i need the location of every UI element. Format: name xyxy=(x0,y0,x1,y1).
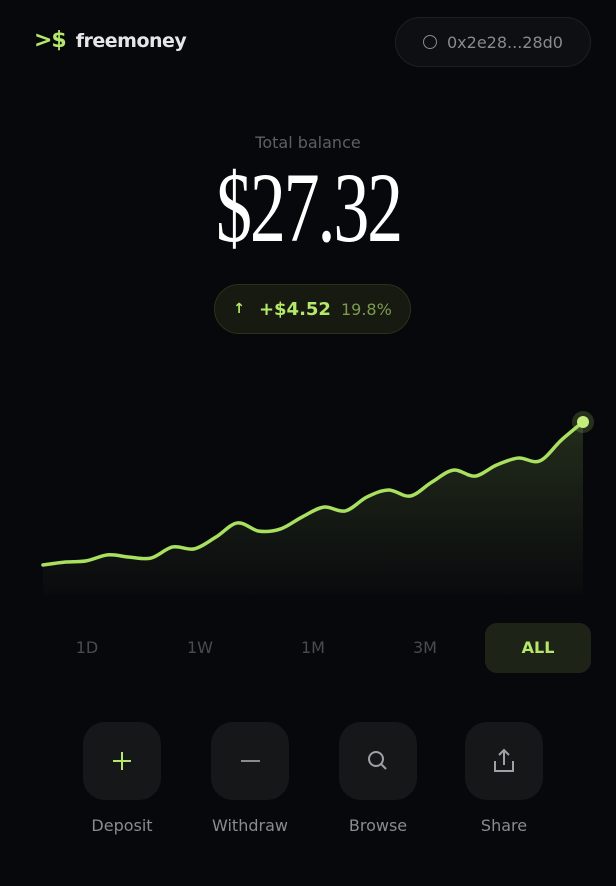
deposit-action: Deposit xyxy=(83,722,161,835)
browse-action: Browse xyxy=(339,722,417,835)
chart-endpoint[interactable] xyxy=(577,416,589,428)
app-name: freemoney xyxy=(75,29,187,52)
balance-label: Total balance xyxy=(255,133,361,152)
change-percent: 19.8% xyxy=(340,299,392,319)
tab-1d[interactable]: 1D xyxy=(75,638,99,657)
deposit-button[interactable] xyxy=(83,722,161,800)
change-amount: +$4.52 xyxy=(258,298,331,320)
logo[interactable]: >$ freemoney xyxy=(34,28,187,53)
balance-chart xyxy=(41,411,594,595)
chart-area xyxy=(43,422,583,595)
share-icon xyxy=(494,748,514,772)
browse-label: Browse xyxy=(348,816,408,835)
deposit-label: Deposit xyxy=(91,816,153,835)
plus-icon xyxy=(113,752,131,770)
search-icon xyxy=(368,751,387,770)
tab-1m[interactable]: 1M xyxy=(301,638,325,657)
browse-button[interactable] xyxy=(339,722,417,800)
withdraw-action: Withdraw xyxy=(211,722,289,835)
tab-all[interactable]: ALL xyxy=(485,623,591,673)
tab-1w[interactable]: 1W xyxy=(187,638,213,657)
share-label: Share xyxy=(480,816,528,835)
share-button[interactable] xyxy=(465,722,543,800)
chart-line xyxy=(41,420,585,567)
wallet-status-icon xyxy=(423,35,437,49)
balance-value: $27.32 xyxy=(215,152,402,263)
tab-3m[interactable]: 3M xyxy=(413,638,437,657)
wallet-address: 0x2e28...28d0 xyxy=(447,32,563,52)
share-action: Share xyxy=(465,722,543,835)
minus-icon xyxy=(241,760,260,762)
withdraw-button[interactable] xyxy=(211,722,289,800)
change-badge: ↑ +$4.52 19.8% xyxy=(214,284,411,334)
logo-mark: >$ xyxy=(34,28,67,53)
arrow-up-icon: ↑ xyxy=(233,301,245,317)
time-range-tabs: 1D 1W 1M 3M ALL xyxy=(30,623,592,673)
withdraw-label: Withdraw xyxy=(212,816,288,835)
wallet-button[interactable]: 0x2e28...28d0 xyxy=(395,17,591,67)
